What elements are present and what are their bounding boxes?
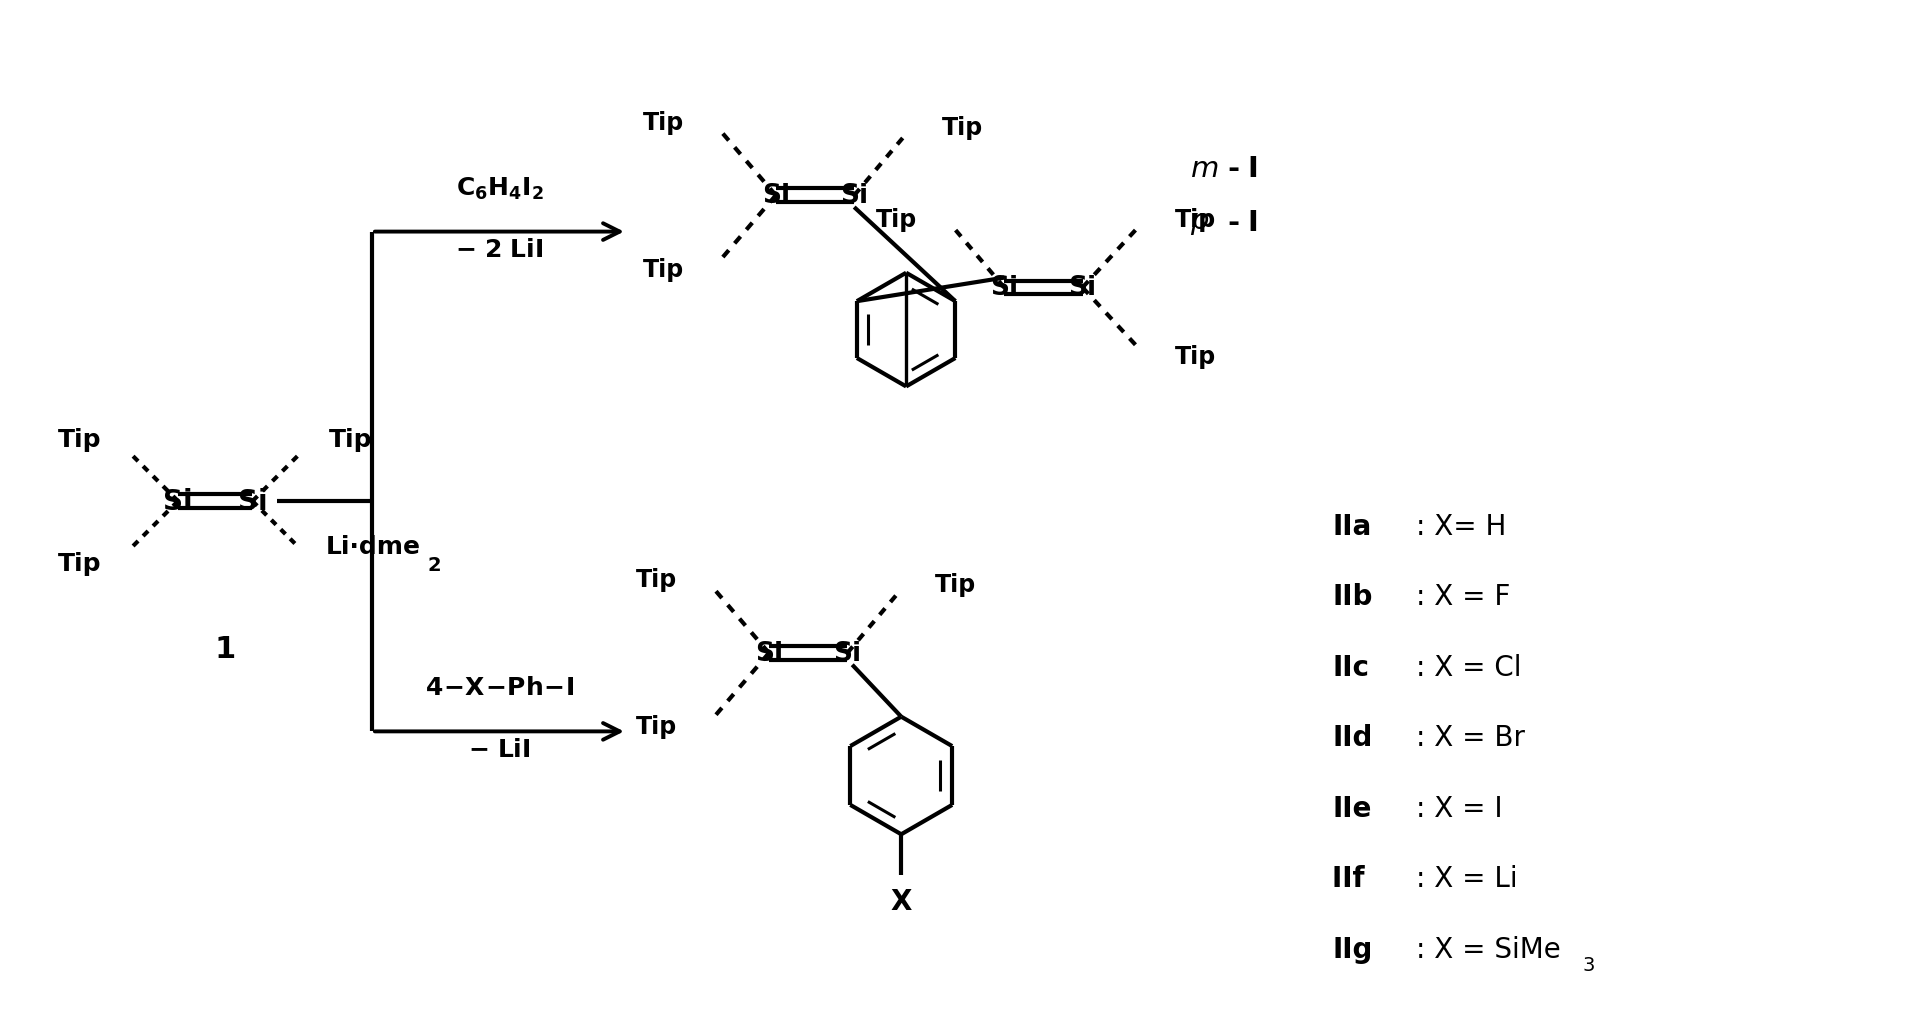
Text: : X = I: : X = I <box>1415 794 1502 822</box>
Text: Tip: Tip <box>637 568 677 591</box>
Text: IIe: IIe <box>1333 794 1371 822</box>
Text: Tip: Tip <box>329 428 373 451</box>
Text: Tip: Tip <box>58 552 102 576</box>
Text: X: X <box>890 887 912 915</box>
Text: Tip: Tip <box>642 111 685 134</box>
Text: Si: Si <box>756 640 783 666</box>
Text: $\mathit{m}$: $\mathit{m}$ <box>1190 155 1219 183</box>
Text: Li·dme: Li·dme <box>325 535 421 559</box>
Text: Si: Si <box>990 275 1017 301</box>
Text: $\mathbf{C_6H_4I_2}$: $\mathbf{C_6H_4I_2}$ <box>456 175 544 201</box>
Text: IId: IId <box>1333 724 1373 751</box>
Text: Tip: Tip <box>875 207 917 232</box>
Text: Tip: Tip <box>942 115 983 140</box>
Text: Tip: Tip <box>1175 345 1215 369</box>
Text: : X = SiMe: : X = SiMe <box>1415 935 1560 963</box>
Text: 3: 3 <box>1583 955 1594 975</box>
Text: Si: Si <box>840 183 869 209</box>
Text: 1: 1 <box>213 634 237 663</box>
Text: Tip: Tip <box>1175 207 1215 232</box>
Text: IIa: IIa <box>1333 513 1371 540</box>
Text: Si: Si <box>163 487 192 516</box>
Text: Tip: Tip <box>642 258 685 281</box>
Text: IIb: IIb <box>1333 582 1373 611</box>
Text: I: I <box>1248 155 1258 183</box>
Text: : X = F: : X = F <box>1415 582 1510 611</box>
Text: $\mathbf{4\!-\!X\!-\!Ph\!-\!I}$: $\mathbf{4\!-\!X\!-\!Ph\!-\!I}$ <box>425 675 575 700</box>
Text: : X= H: : X= H <box>1415 513 1506 540</box>
Text: -: - <box>1227 208 1240 237</box>
Text: Tip: Tip <box>637 715 677 739</box>
Text: -: - <box>1227 155 1240 183</box>
Text: $\mathbf{-\ 2\ LiI}$: $\mathbf{-\ 2\ LiI}$ <box>456 238 544 262</box>
Text: : X = Cl: : X = Cl <box>1415 653 1521 681</box>
Text: IIf: IIf <box>1333 864 1375 893</box>
Text: $\mathbf{-\ LiI}$: $\mathbf{-\ LiI}$ <box>467 737 531 761</box>
Text: Si: Si <box>762 183 790 209</box>
Text: Tip: Tip <box>935 573 975 596</box>
Text: IIc: IIc <box>1333 653 1369 681</box>
Text: Si: Si <box>1069 275 1096 301</box>
Text: Si: Si <box>238 487 267 516</box>
Text: I: I <box>1248 208 1258 237</box>
Text: 2: 2 <box>427 556 440 575</box>
Text: : X = Li: : X = Li <box>1415 864 1517 893</box>
Text: Tip: Tip <box>58 428 102 451</box>
Text: $\mathit{p}$: $\mathit{p}$ <box>1190 208 1210 237</box>
Text: IIg: IIg <box>1333 935 1373 963</box>
Text: : X = Br: : X = Br <box>1415 724 1525 751</box>
Text: Si: Si <box>833 640 862 666</box>
